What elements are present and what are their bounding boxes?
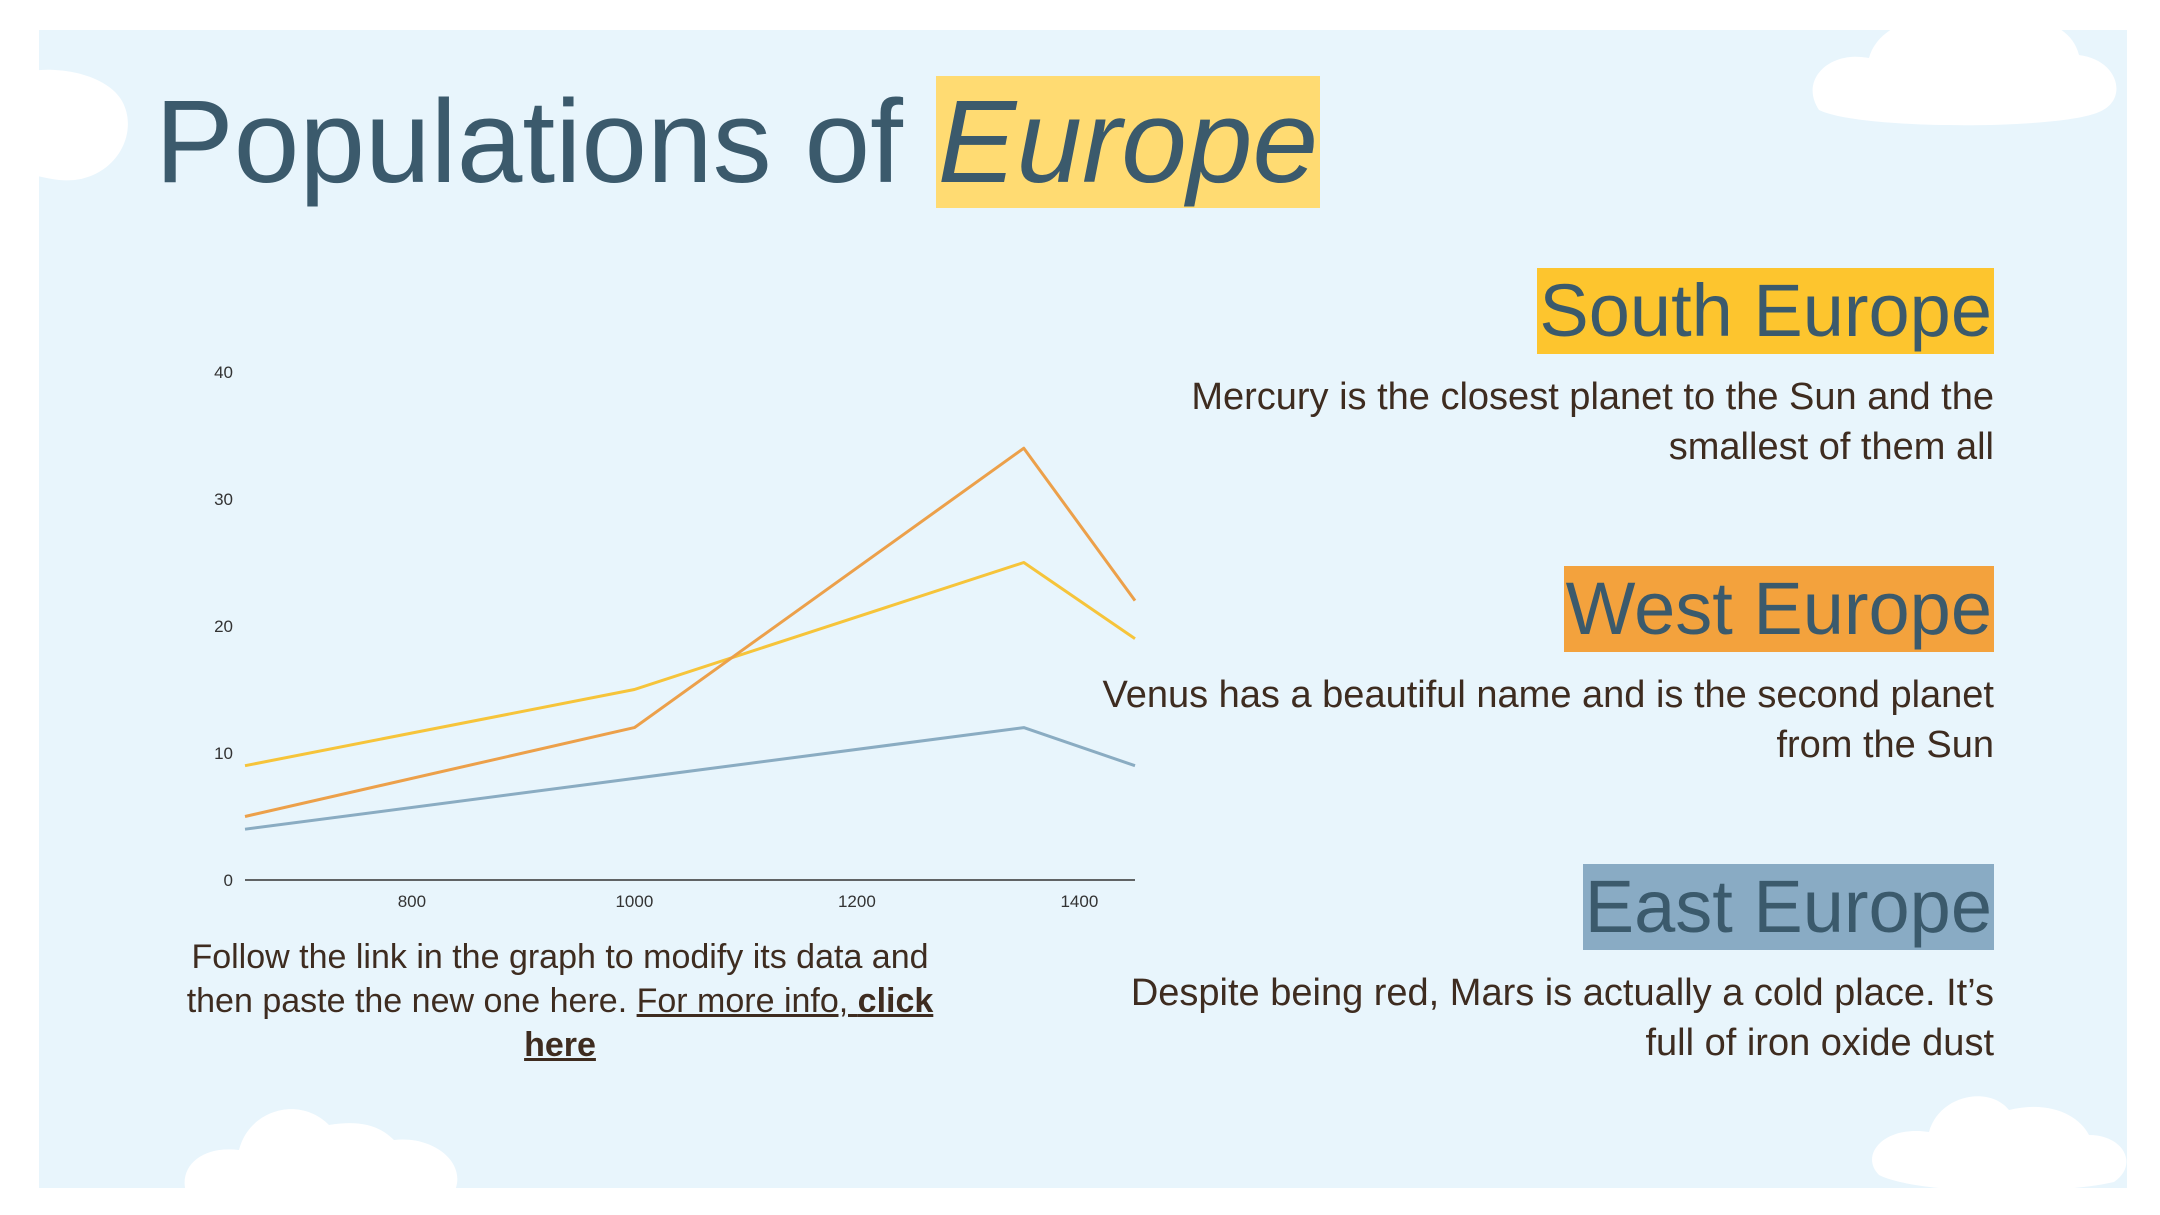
chart-axes: 0 10 20 30 40 800 1000 1200 1400 xyxy=(214,363,1135,911)
region-west-europe: West Europe Venus has a beautiful name a… xyxy=(1094,566,1994,770)
series-line-2 xyxy=(244,446,1137,818)
region-east-europe-description: Despite being red, Mars is actually a co… xyxy=(1130,972,1994,1064)
region-south-europe-description: Mercury is the closest planet to the Sun… xyxy=(1191,376,1994,468)
y-tick-label: 0 xyxy=(224,871,233,890)
chart-caption: Follow the link in the graph to modify i… xyxy=(160,935,960,1067)
region-west-europe-title: West Europe xyxy=(1563,566,1994,652)
x-tick-label: 800 xyxy=(398,892,426,911)
series-line-3 xyxy=(244,726,1136,831)
region-west-europe-description: Venus has a beautiful name and is the se… xyxy=(1102,674,1994,766)
title-highlight: Europe xyxy=(935,76,1321,208)
y-tick-label: 40 xyxy=(214,363,233,382)
region-east-europe: East Europe Despite being red, Mars is a… xyxy=(1094,864,1994,1068)
x-tick-label: 1200 xyxy=(838,892,876,911)
x-tick-label: 1000 xyxy=(615,892,653,911)
cloud-bottom-right xyxy=(1872,1096,2127,1188)
caption-text: Follow the link in the graph to modify i… xyxy=(186,938,929,1020)
cloud-top-left xyxy=(39,69,128,181)
y-tick-label: 10 xyxy=(214,744,233,763)
population-line-chart[interactable]: 0 10 20 30 40 800 1000 1200 1400 xyxy=(150,335,1140,935)
y-tick-label: 20 xyxy=(214,617,233,636)
click-here-link-text: click here xyxy=(524,982,934,1064)
region-south-europe: South Europe Mercury is the closest plan… xyxy=(1094,268,1994,472)
y-tick-label: 30 xyxy=(214,490,233,509)
region-south-europe-title: South Europe xyxy=(1537,268,1994,354)
series-line-1 xyxy=(244,561,1136,768)
cloud-bottom-left xyxy=(184,1109,458,1188)
more-info-link[interactable]: For more info, click here xyxy=(524,982,933,1064)
chart-lines xyxy=(244,446,1137,831)
cloud-top-right xyxy=(1812,30,2117,126)
region-east-europe-title: East Europe xyxy=(1582,864,1994,950)
title-prefix: Populations of xyxy=(155,76,936,208)
x-tick-label: 1400 xyxy=(1060,892,1098,911)
page-title: Populations of Europe xyxy=(155,72,1321,214)
more-info-link-prefix: For more info, xyxy=(636,982,858,1020)
